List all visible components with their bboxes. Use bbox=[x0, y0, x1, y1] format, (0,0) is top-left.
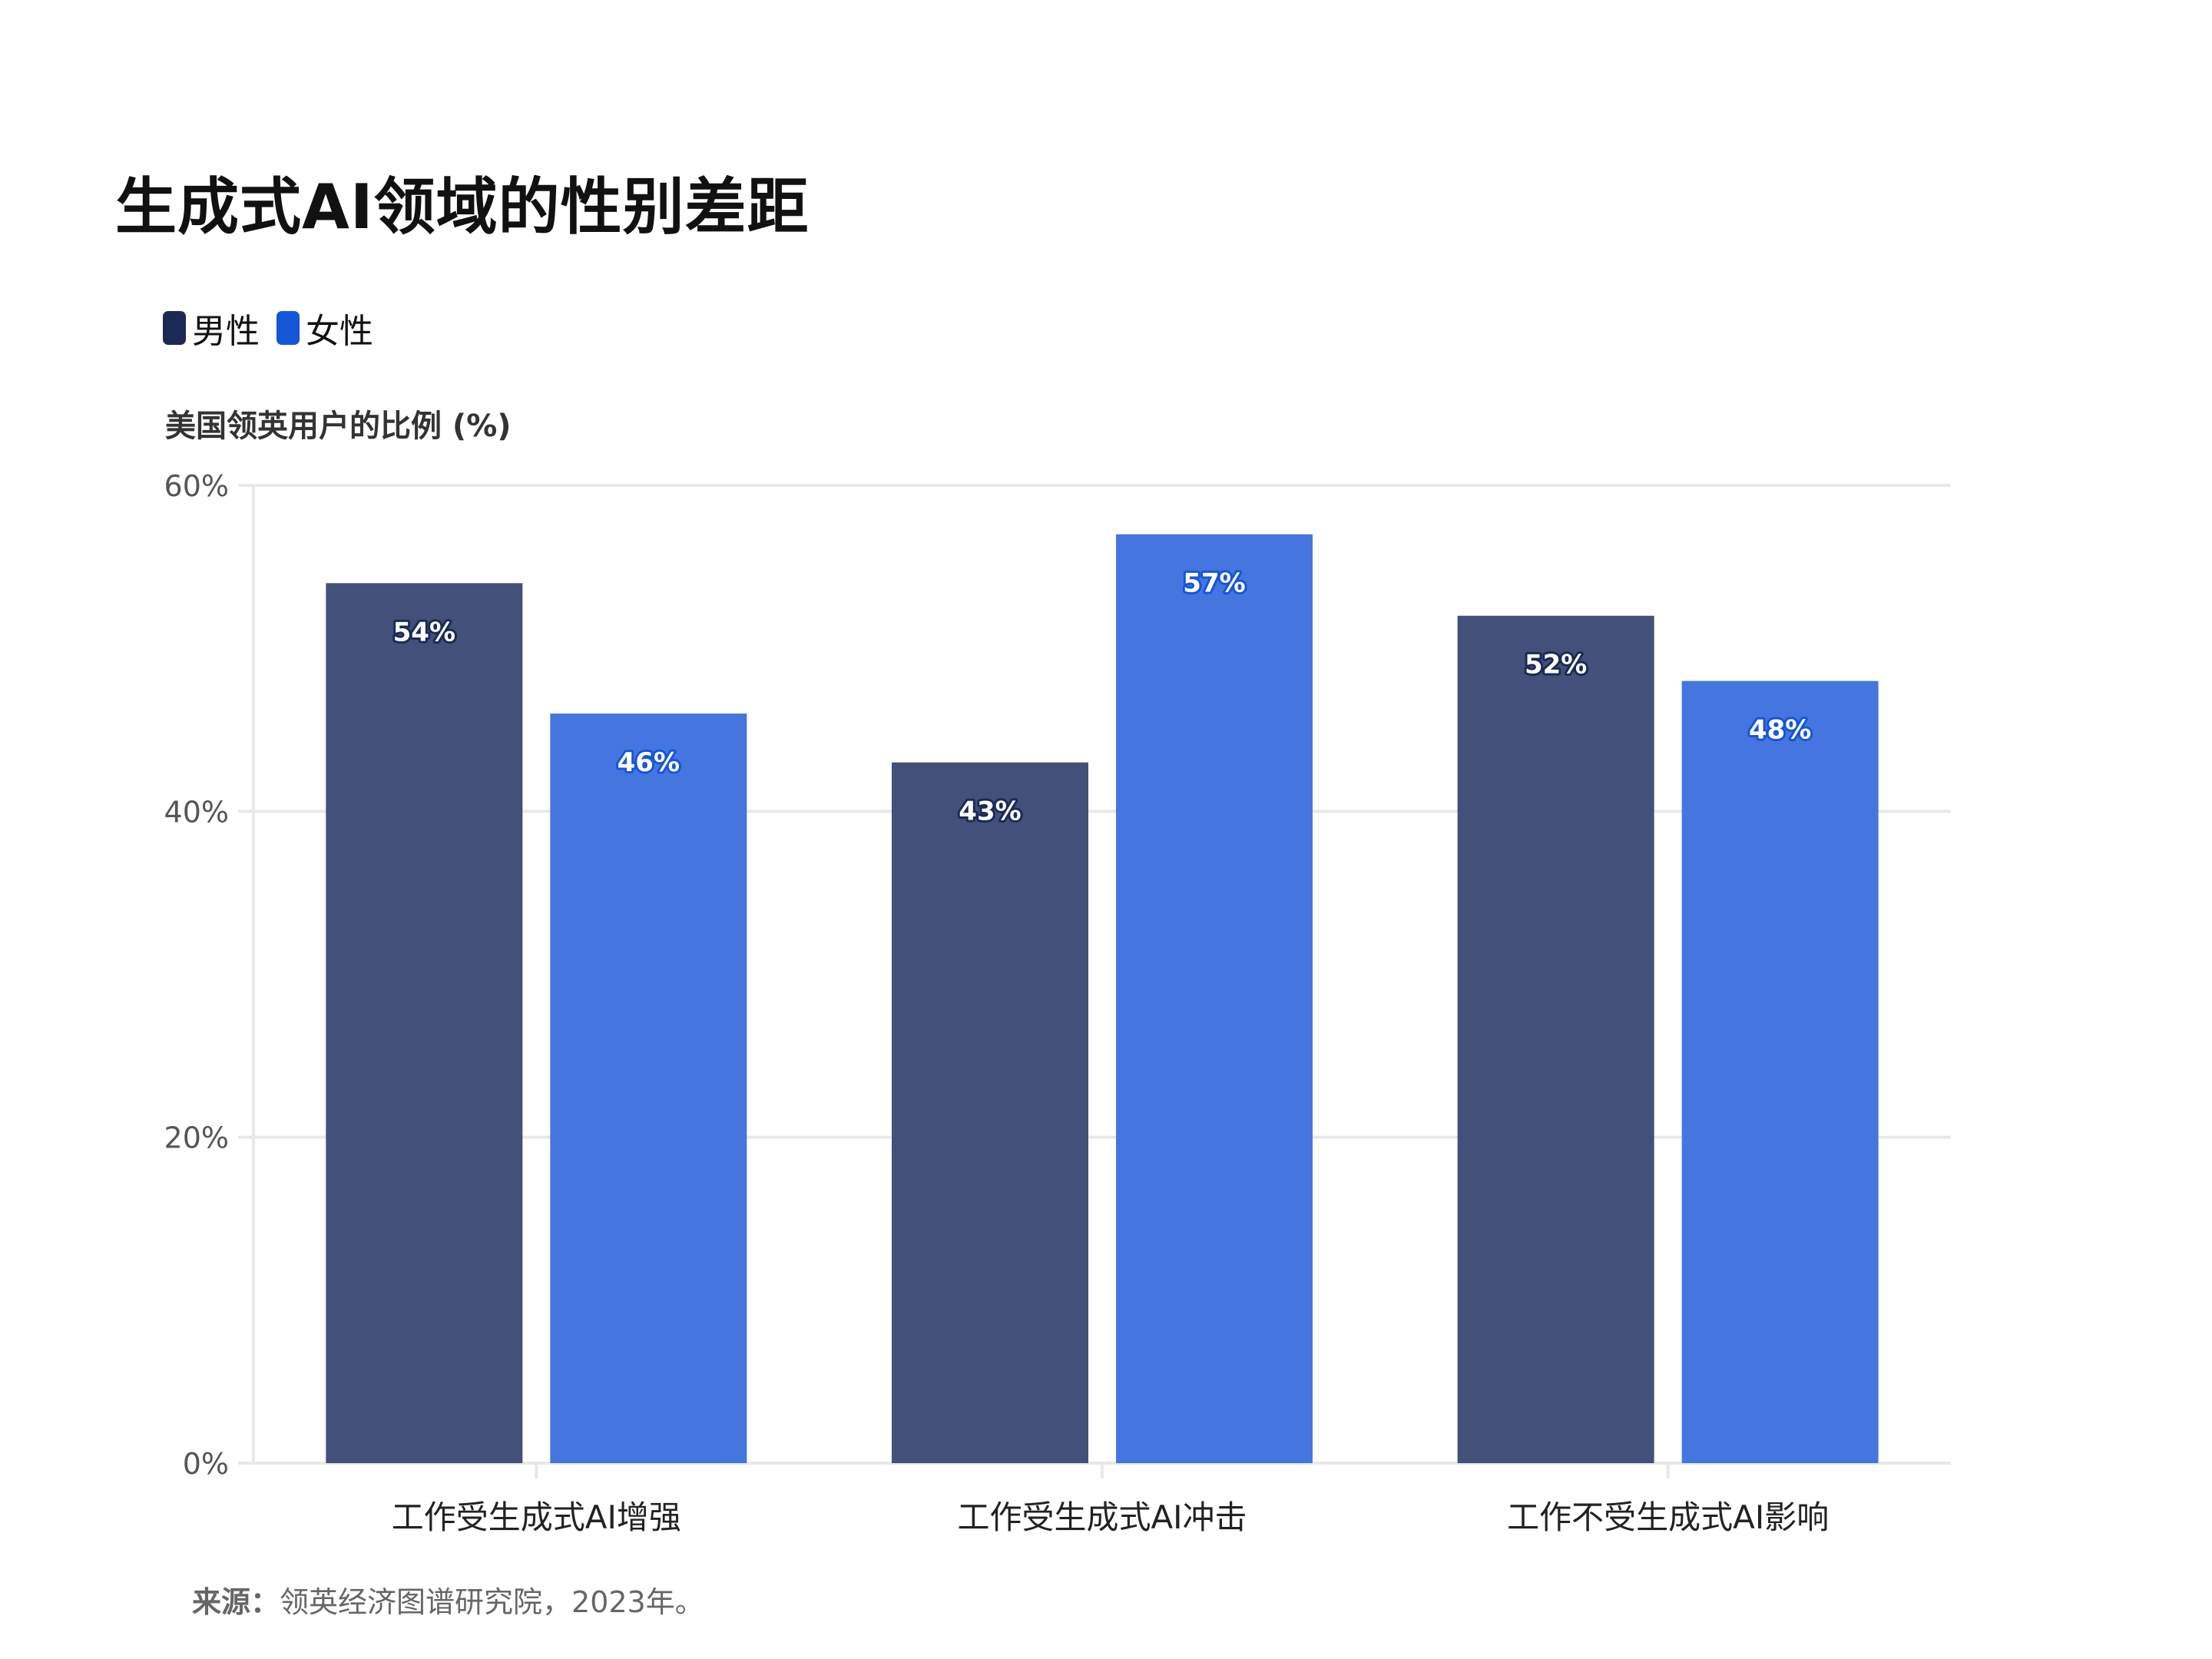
legend-swatch-male bbox=[163, 311, 186, 345]
data-label-male-2: 52% bbox=[1525, 650, 1587, 680]
y-tick-label-0: 0% bbox=[183, 1447, 229, 1481]
grid-layer bbox=[238, 484, 1951, 1479]
data-label-female-1: 57% bbox=[1183, 568, 1245, 599]
bar-female-2 bbox=[1681, 680, 1879, 1463]
y-tick-label-20: 20% bbox=[164, 1121, 229, 1155]
legend-swatch-female bbox=[276, 311, 300, 345]
source-text: 领英经济图谱研究院，2023年。 bbox=[280, 1585, 704, 1619]
bar-male-2 bbox=[1457, 615, 1654, 1463]
y-tick-label-60: 60% bbox=[164, 469, 229, 503]
legend: 男性 女性 bbox=[163, 303, 390, 353]
category-label-0: 工作受生成式AI增强 bbox=[392, 1498, 681, 1536]
bar-female-1 bbox=[1116, 534, 1313, 1463]
labels-layer: 0% 20% 40% 60% 工作受生成式AI增强 54% 46% 工作受生成式AI冲击 43%… bbox=[164, 469, 1830, 1536]
legend-label-female: 女性 bbox=[306, 312, 373, 351]
source-label: 来源： bbox=[192, 1585, 280, 1619]
y-axis-title: 美国领英用户的比例 (%) bbox=[165, 409, 512, 444]
legend-label-male: 男性 bbox=[192, 312, 260, 351]
bar-male-0 bbox=[326, 583, 523, 1463]
chart-title: 生成式AI领域的性别差距 bbox=[115, 171, 810, 243]
bar-female-0 bbox=[550, 714, 747, 1463]
bar-male-1 bbox=[892, 762, 1088, 1463]
legend-item-male: 男性 bbox=[163, 303, 260, 353]
source-note: 来源：领英经济图谱研究院，2023年。 bbox=[192, 1578, 704, 1621]
data-label-female-0: 46% bbox=[618, 747, 680, 778]
data-label-male-1: 43% bbox=[959, 796, 1021, 827]
legend-item-female: 女性 bbox=[276, 303, 373, 353]
bars-layer bbox=[326, 534, 1879, 1463]
category-label-2: 工作不受生成式AI影响 bbox=[1507, 1498, 1829, 1536]
data-label-male-0: 54% bbox=[393, 617, 455, 647]
category-label-1: 工作受生成式AI冲击 bbox=[957, 1498, 1247, 1536]
y-tick-label-40: 40% bbox=[164, 795, 229, 829]
data-label-female-2: 48% bbox=[1749, 715, 1811, 746]
